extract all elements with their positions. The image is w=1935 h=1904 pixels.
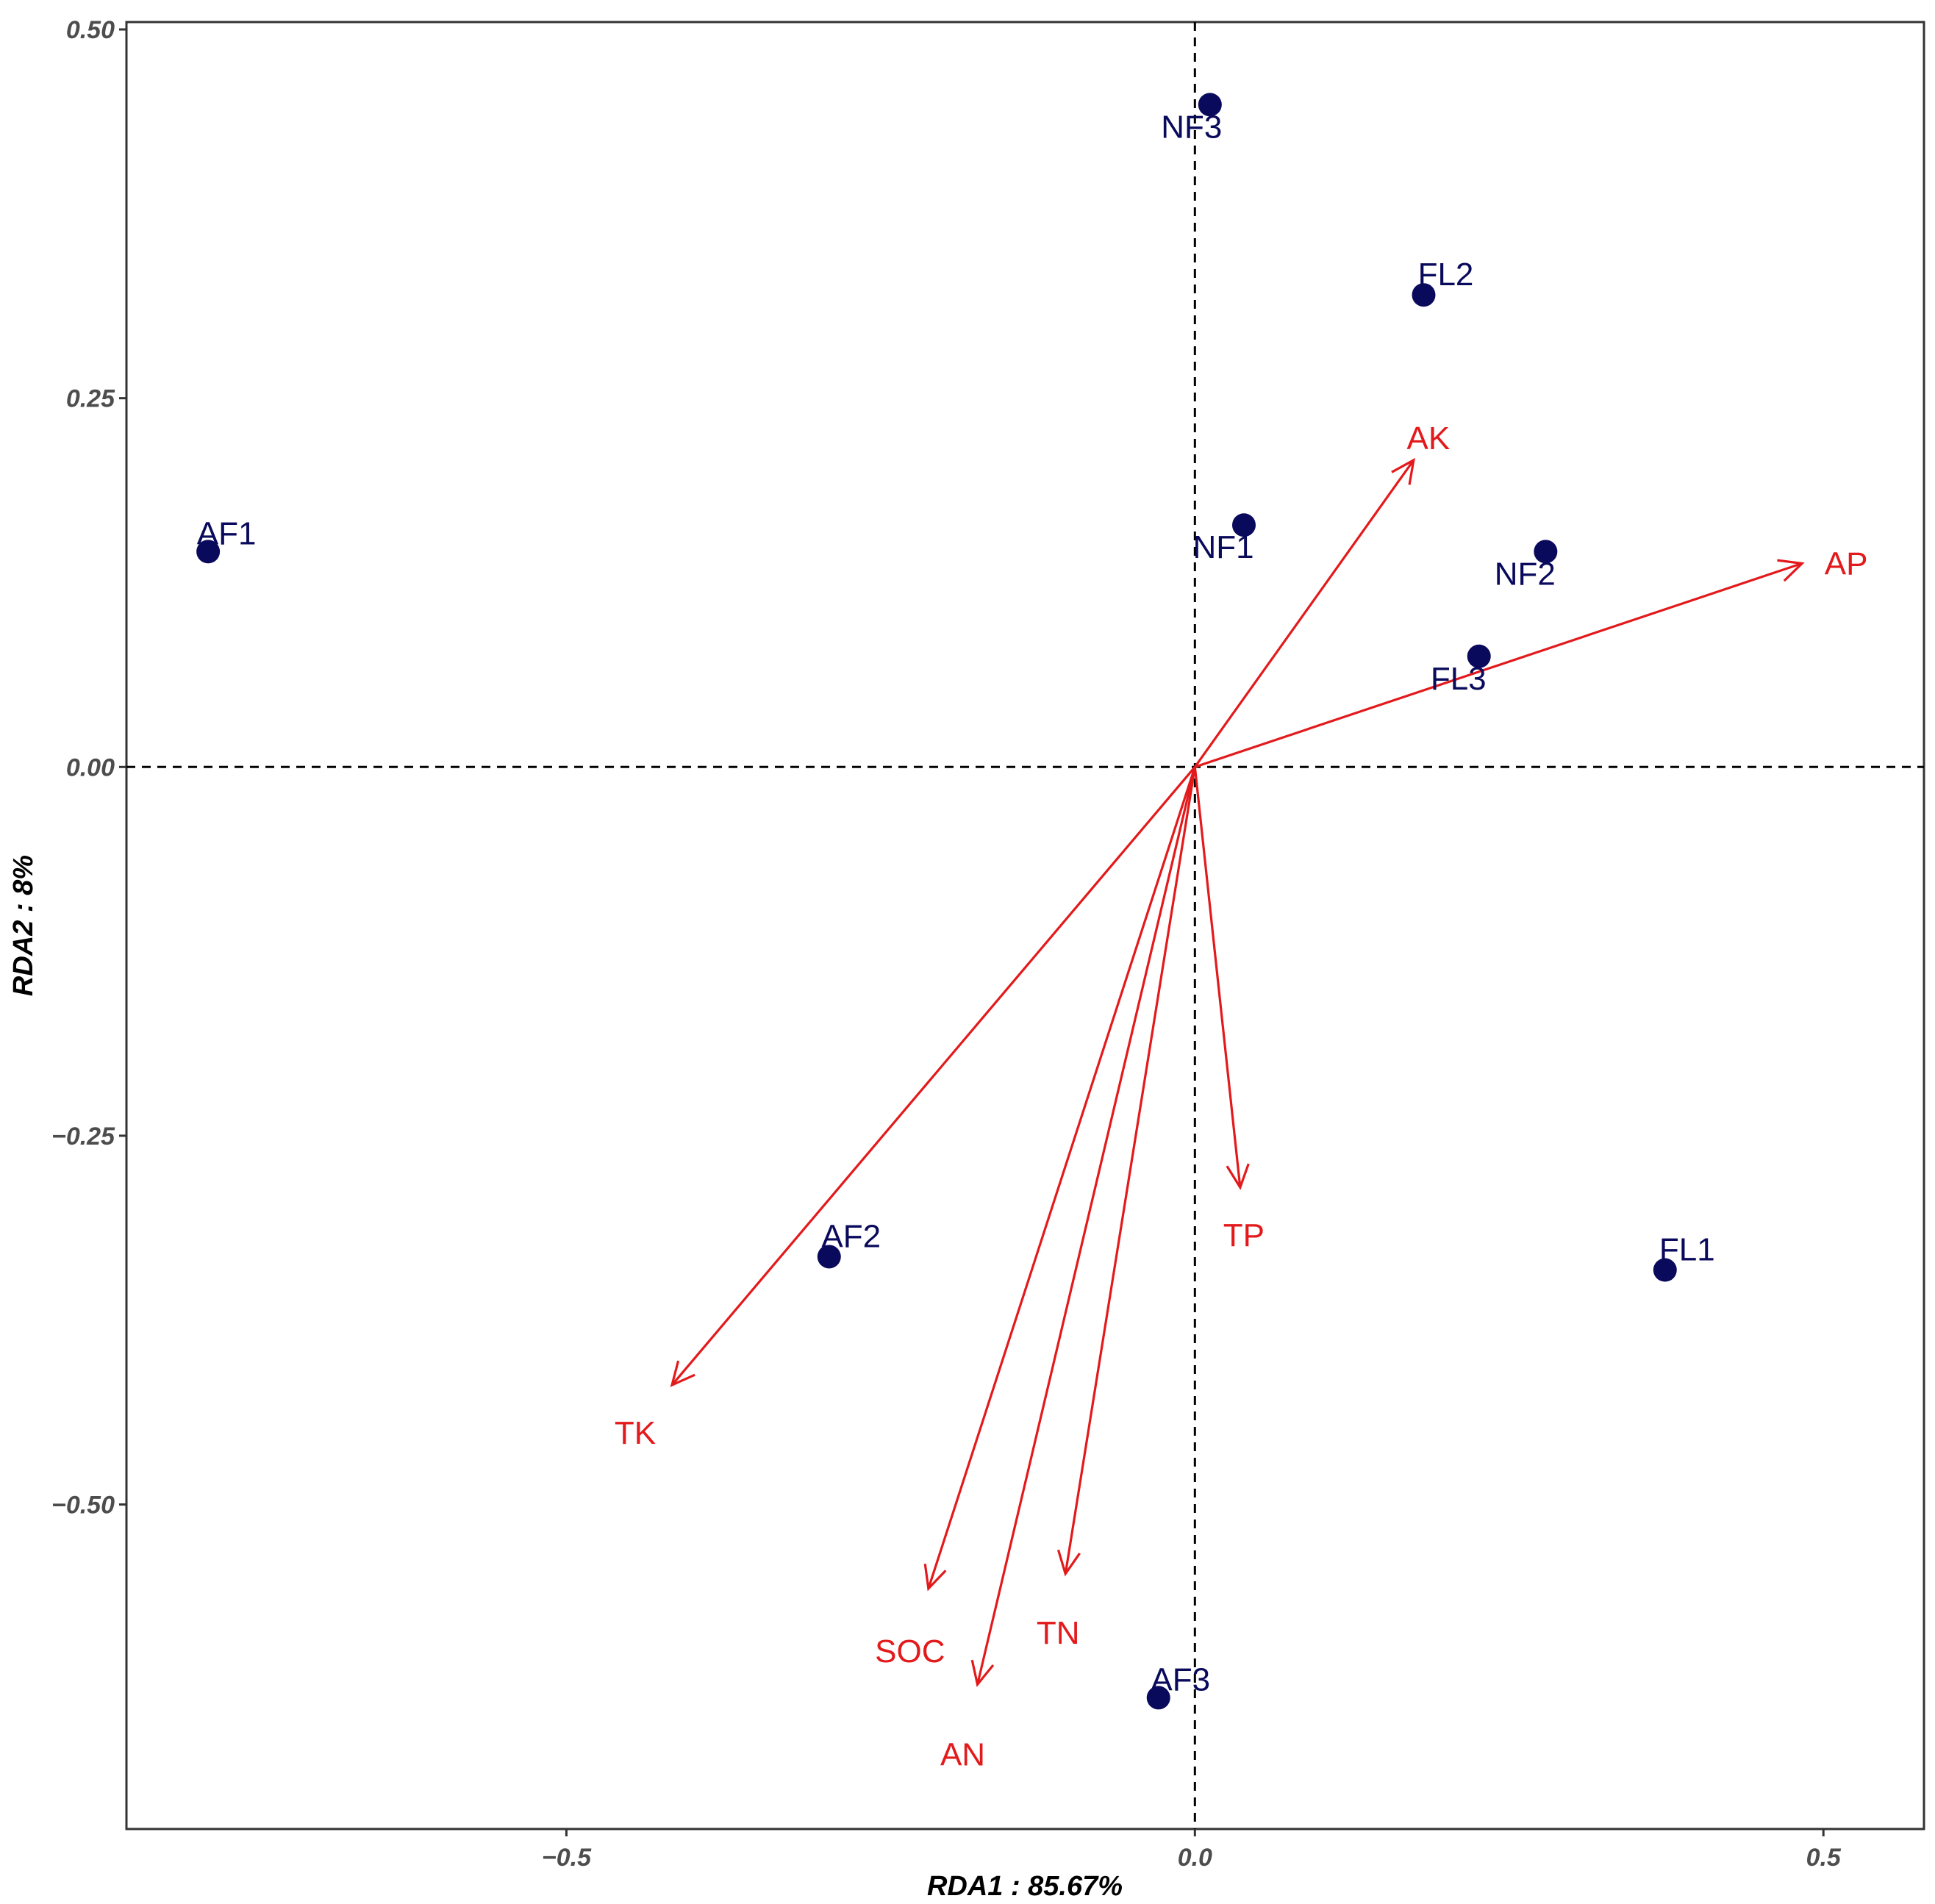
x-tick-label: 0.0 [1178,1844,1212,1872]
env-label-tk: TK [615,1415,656,1451]
env-label-tp: TP [1223,1217,1265,1253]
env-label-soc: SOC [875,1633,945,1669]
site-point-af2 [817,1245,841,1269]
x-axis-ticks: −0.5 0.0 0.5 [542,1829,1842,1872]
env-arrow-ap [1194,562,1803,768]
site-label-af2: AF2 [821,1218,881,1254]
site-point-nf2 [1534,540,1558,564]
env-arrow-ak [1194,459,1415,768]
site-label-fl1: FL1 [1659,1232,1715,1268]
env-arrowhead-tk [670,1360,695,1387]
site-label-nf1: NF1 [1192,529,1253,565]
site-point-af1 [196,540,221,564]
site-label-nf3: NF3 [1161,109,1222,145]
env-arrowhead-tp [1226,1163,1250,1190]
env-label-ak: AK [1406,420,1450,457]
env-arrow-tk [670,766,1196,1386]
site-point-af3 [1146,1686,1170,1710]
y-tick-label: 0.00 [66,754,115,781]
env-arrow-soc [927,766,1196,1589]
env-arrow-tp [1193,767,1242,1188]
env-arrowhead-an [970,1659,995,1687]
environment-vectors: AK AP TP TK SOC AN TN [615,420,1868,1772]
env-arrow-tn [1064,767,1196,1575]
site-points: AF1 AF2 AF3 NF1 NF2 NF3 FL1 FL2 FL3 [196,93,1715,1710]
site-label-nf2: NF2 [1495,556,1556,592]
site-label-af1: AF1 [197,515,257,551]
site-label-af3: AF3 [1151,1661,1210,1697]
y-axis-ticks: −0.50 −0.25 0.00 0.25 0.50 [51,16,126,1520]
env-arrowhead-tn [1056,1549,1081,1577]
x-tick-label: −0.5 [542,1844,592,1872]
site-point-nf1 [1232,513,1256,537]
y-tick-label: 0.25 [66,385,115,413]
env-arrowhead-ap [1777,559,1805,582]
y-tick-label: −0.25 [51,1123,115,1150]
x-tick-label: 0.5 [1806,1844,1842,1872]
env-label-tn: TN [1037,1615,1080,1651]
env-label-an: AN [940,1736,985,1772]
y-tick-label: −0.50 [51,1492,115,1520]
site-point-nf3 [1198,93,1222,117]
site-point-fl2 [1412,283,1436,307]
env-label-ap: AP [1825,545,1868,581]
env-arrowhead-ak [1391,457,1415,485]
plot-panel [125,21,1925,1830]
reference-lines [126,22,1924,1829]
env-arrow-an [976,766,1196,1685]
site-label-fl2: FL2 [1418,257,1474,293]
x-axis-title: RDA1 : 85.67% [927,1871,1123,1902]
y-axis-title: RDA2 : 8% [8,855,39,996]
site-point-fl1 [1653,1258,1677,1282]
site-label-fl3: FL3 [1431,661,1487,697]
env-arrowhead-soc [923,1564,947,1592]
y-tick-label: 0.50 [66,16,115,44]
site-point-fl3 [1467,644,1491,668]
